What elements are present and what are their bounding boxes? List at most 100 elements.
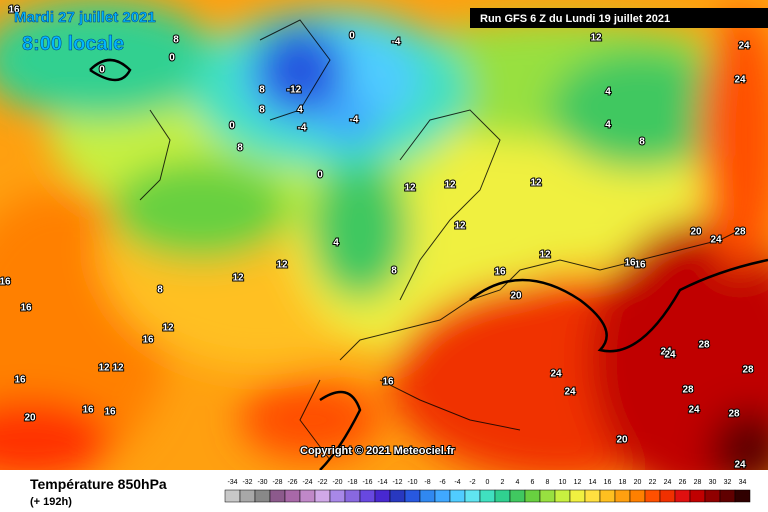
contour-label: 24 [664, 350, 676, 361]
contour-label: 24 [734, 460, 746, 471]
contour-label: 28 [728, 409, 740, 420]
scale-swatch [449, 489, 466, 503]
scale-label: 30 [709, 479, 717, 486]
scale-swatch [329, 489, 346, 503]
date: Mardi 27 juillet 2021 [14, 9, 156, 26]
scale-swatch [524, 489, 541, 503]
scale-swatch [269, 489, 286, 503]
contour-label: 12 [112, 363, 124, 374]
scale-label: -22 [317, 479, 327, 486]
scale-swatch [734, 489, 751, 503]
scale-label: 6 [531, 479, 535, 486]
contour-label: 0 [317, 170, 323, 181]
scale-swatch [374, 489, 391, 503]
contour-label: 16 [634, 260, 646, 271]
scale-label: 18 [619, 479, 627, 486]
contour-label: 16 [82, 405, 94, 416]
scale-swatch [554, 489, 571, 503]
contour-label: 8 [639, 137, 645, 148]
scale-swatch [314, 489, 331, 503]
scale-swatch [599, 489, 616, 503]
contour-label: 16 [494, 267, 506, 278]
scale-label: -6 [439, 479, 445, 486]
time: 8:00 locale [22, 33, 124, 55]
scale-label: -16 [362, 479, 372, 486]
scale-label: 28 [694, 479, 702, 486]
scale-swatch [389, 489, 406, 503]
contour-label: 28 [734, 227, 746, 238]
contour-label: 4 [605, 87, 611, 98]
contour-label: 8 [391, 266, 397, 277]
scale-swatch [629, 489, 646, 503]
scale-swatch [719, 489, 736, 503]
contour-label: 20 [690, 227, 702, 238]
scale-swatch [689, 489, 706, 503]
scale-label: -20 [332, 479, 342, 486]
scale-swatch [299, 489, 316, 503]
scale-label: -12 [392, 479, 402, 486]
contour-label: 0 [99, 65, 105, 76]
scale-label: -2 [469, 479, 475, 486]
contour-label: 0 [229, 121, 235, 132]
scale-swatch [644, 489, 661, 503]
scale-label: -4 [454, 479, 460, 486]
contour-label: 8 [259, 85, 265, 96]
scale-swatch [434, 489, 451, 503]
contour-label: 12 [444, 180, 456, 191]
scale-swatch [464, 489, 481, 503]
contour-label: 4 [605, 120, 611, 131]
contour-label: 24 [688, 405, 700, 416]
contour-label: 24 [550, 369, 562, 380]
contour-label: 4 [297, 105, 303, 116]
contour-label: 24 [660, 347, 672, 358]
contour-label: 16 [624, 258, 636, 269]
color-scale: -34 -32 -30 -28 -26 -24 -22 -20 -18 -16 -14 -12 -10-… [224, 479, 751, 503]
contour-label: 12 [276, 260, 288, 271]
contour-label: 24 [734, 75, 746, 86]
contour-label: 12 [162, 323, 174, 334]
contour-label: 16 [8, 5, 20, 16]
contour-label: 12 [590, 33, 602, 44]
contour-label: -4 [392, 37, 401, 48]
scale-swatch [614, 489, 631, 503]
run: Run GFS 6 Z du Lundi 19 juillet 2021 [480, 13, 670, 25]
scale-label: -34 [227, 479, 237, 486]
contour-label: 8 [157, 285, 163, 296]
scale-label: 10 [559, 479, 567, 486]
scale-label: 32 [724, 479, 732, 486]
contour-label: -4 [350, 115, 359, 126]
scale-label: -18 [347, 479, 357, 486]
contour-label: 12 [232, 273, 244, 284]
scale-swatch [569, 489, 586, 503]
contour-label: 20 [510, 291, 522, 302]
contour-label: 16 [0, 277, 11, 288]
scale-swatch [509, 489, 526, 503]
scale-label: -32 [242, 479, 252, 486]
scale-label: -8 [424, 479, 430, 486]
run-box [470, 8, 768, 28]
temperature-field [0, 0, 768, 470]
scale-swatch [584, 489, 601, 503]
scale-swatch [224, 489, 241, 503]
contour-label: 20 [616, 435, 628, 446]
contour-label: 20 [24, 413, 36, 424]
contour-label: 8 [259, 105, 265, 116]
contour-label: 12 [530, 178, 542, 189]
scale-label: 26 [679, 479, 687, 486]
major-isotherms [89, 58, 768, 470]
scale-label: 4 [516, 479, 520, 486]
contour-label: 12 [98, 363, 110, 374]
scale-swatch [539, 489, 556, 503]
scale-swatch [359, 489, 376, 503]
contour-label: -12 [287, 85, 302, 96]
coastlines [139, 19, 741, 461]
scale-label: 34 [739, 479, 747, 486]
contour-label: 24 [564, 387, 576, 398]
contour-label: 12 [404, 183, 416, 194]
contour-label: 24 [738, 41, 750, 52]
scale-swatch [239, 489, 256, 503]
contour-label: 8 [173, 35, 179, 46]
scale-label: 16 [604, 479, 612, 486]
